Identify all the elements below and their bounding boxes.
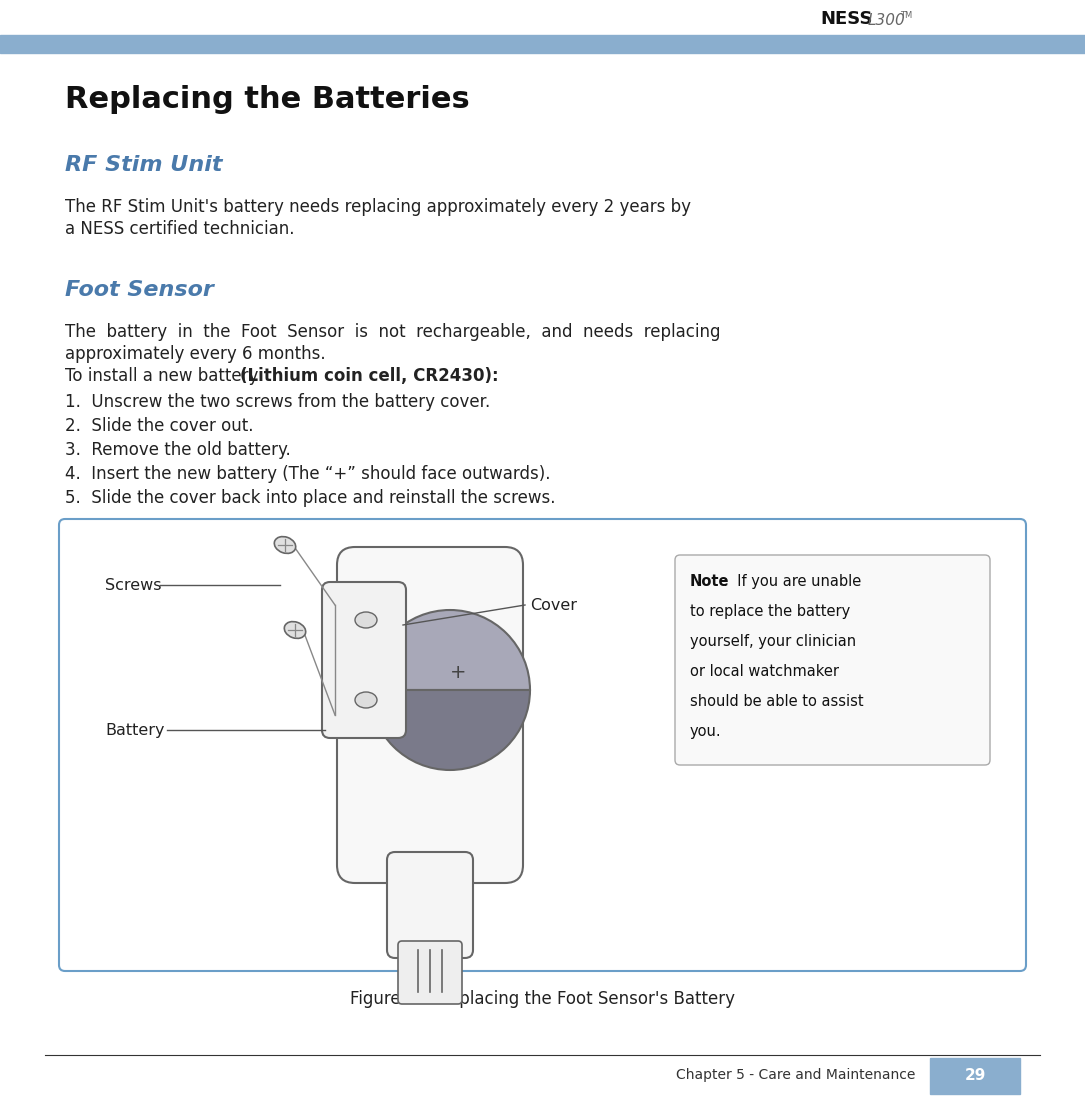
Text: a NESS certified technician.: a NESS certified technician.	[65, 220, 294, 238]
Text: +: +	[450, 663, 467, 682]
Text: The RF Stim Unit's battery needs replacing approximately every 2 years by: The RF Stim Unit's battery needs replaci…	[65, 198, 691, 216]
Text: Replacing the Batteries: Replacing the Batteries	[65, 85, 470, 115]
Text: Note: Note	[690, 574, 729, 589]
Text: or local watchmaker: or local watchmaker	[690, 664, 839, 679]
Text: L300: L300	[868, 13, 906, 28]
Ellipse shape	[284, 622, 306, 639]
Text: TM: TM	[899, 11, 912, 20]
Text: 1.  Unscrew the two screws from the battery cover.: 1. Unscrew the two screws from the batte…	[65, 393, 490, 411]
FancyBboxPatch shape	[322, 582, 406, 738]
Text: approximately every 6 months.: approximately every 6 months.	[65, 345, 326, 363]
Text: should be able to assist: should be able to assist	[690, 694, 864, 709]
Text: Chapter 5 - Care and Maintenance: Chapter 5 - Care and Maintenance	[676, 1068, 915, 1082]
Text: Battery: Battery	[105, 722, 165, 738]
Text: Figure 13: Replacing the Foot Sensor's Battery: Figure 13: Replacing the Foot Sensor's B…	[350, 990, 735, 1009]
FancyBboxPatch shape	[59, 519, 1026, 971]
Text: :  If you are unable: : If you are unable	[723, 574, 861, 589]
Text: To install a new battery: To install a new battery	[65, 367, 264, 385]
Text: RF Stim Unit: RF Stim Unit	[65, 155, 222, 175]
Text: 3.  Remove the old battery.: 3. Remove the old battery.	[65, 442, 291, 459]
Text: you.: you.	[690, 724, 722, 739]
Ellipse shape	[355, 612, 376, 628]
FancyBboxPatch shape	[387, 852, 473, 958]
Text: 29: 29	[965, 1068, 985, 1083]
FancyBboxPatch shape	[337, 547, 523, 883]
Text: yourself, your clinician: yourself, your clinician	[690, 634, 856, 648]
Text: Screws: Screws	[105, 578, 162, 592]
Text: 2.  Slide the cover out.: 2. Slide the cover out.	[65, 417, 254, 435]
FancyBboxPatch shape	[398, 941, 462, 1004]
FancyBboxPatch shape	[675, 555, 990, 765]
Bar	[0, 35, 1085, 53]
Wedge shape	[370, 610, 529, 690]
Ellipse shape	[355, 693, 376, 708]
Text: (Lithium coin cell, CR2430):: (Lithium coin cell, CR2430):	[240, 367, 499, 385]
Text: Cover: Cover	[529, 598, 577, 612]
Text: 5.  Slide the cover back into place and reinstall the screws.: 5. Slide the cover back into place and r…	[65, 489, 556, 506]
Text: NESS: NESS	[820, 10, 872, 28]
Bar	[930, 1058, 1020, 1094]
Text: Foot Sensor: Foot Sensor	[65, 280, 214, 299]
Ellipse shape	[275, 536, 296, 554]
Text: to replace the battery: to replace the battery	[690, 604, 851, 619]
Text: The  battery  in  the  Foot  Sensor  is  not  rechargeable,  and  needs  replaci: The battery in the Foot Sensor is not re…	[65, 323, 720, 341]
Wedge shape	[370, 690, 529, 770]
Text: 4.  Insert the new battery (The “+” should face outwards).: 4. Insert the new battery (The “+” shoul…	[65, 465, 550, 483]
